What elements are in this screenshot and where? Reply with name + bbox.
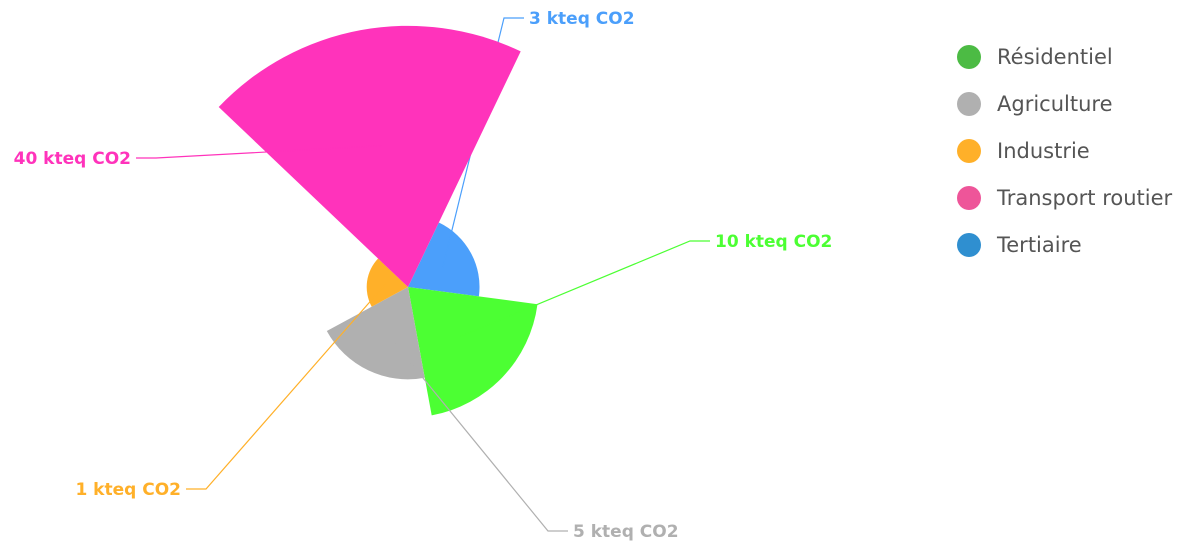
- label-connector: [186, 283, 386, 490]
- slice-tertiaire[interactable]: [408, 222, 480, 297]
- label-connector: [136, 145, 383, 159]
- legend-item-tertiaire[interactable]: Tertiaire: [957, 221, 1172, 268]
- label-connector: [459, 240, 710, 338]
- slice-agriculture[interactable]: [326, 287, 425, 380]
- data-label: 3 kteq CO2: [529, 9, 635, 29]
- legend-marker: [957, 232, 981, 257]
- legend-label: Résidentiel: [997, 44, 1113, 69]
- data-label: 10 kteq CO2: [715, 232, 832, 252]
- legend-item-agriculture[interactable]: Agriculture: [957, 80, 1172, 127]
- legend-item-transport-routier[interactable]: Transport routier: [957, 174, 1172, 221]
- legend-marker: [957, 91, 981, 116]
- legend-item-residentiel[interactable]: Résidentiel: [957, 33, 1172, 80]
- legend-item-industrie[interactable]: Industrie: [957, 127, 1172, 174]
- legend-label: Transport routier: [997, 185, 1173, 210]
- slice-r-sidentiel[interactable]: [408, 287, 538, 416]
- legend-label: Agriculture: [997, 91, 1113, 116]
- legend-marker: [957, 185, 981, 210]
- legend-marker: [957, 44, 981, 69]
- label-connector: [442, 17, 524, 269]
- data-label: 40 kteq CO2: [14, 149, 131, 169]
- data-label: 5 kteq CO2: [573, 522, 679, 542]
- slice-transport-routier[interactable]: [218, 25, 521, 288]
- data-label: 1 kteq CO2: [75, 480, 181, 500]
- legend-label: Tertiaire: [997, 232, 1082, 257]
- legend: Résidentiel Agriculture Industrie Transp…: [957, 33, 1172, 268]
- legend-label: Industrie: [997, 138, 1090, 163]
- legend-marker: [957, 138, 981, 163]
- slice-industrie[interactable]: [366, 258, 408, 307]
- label-connector: [385, 332, 568, 532]
